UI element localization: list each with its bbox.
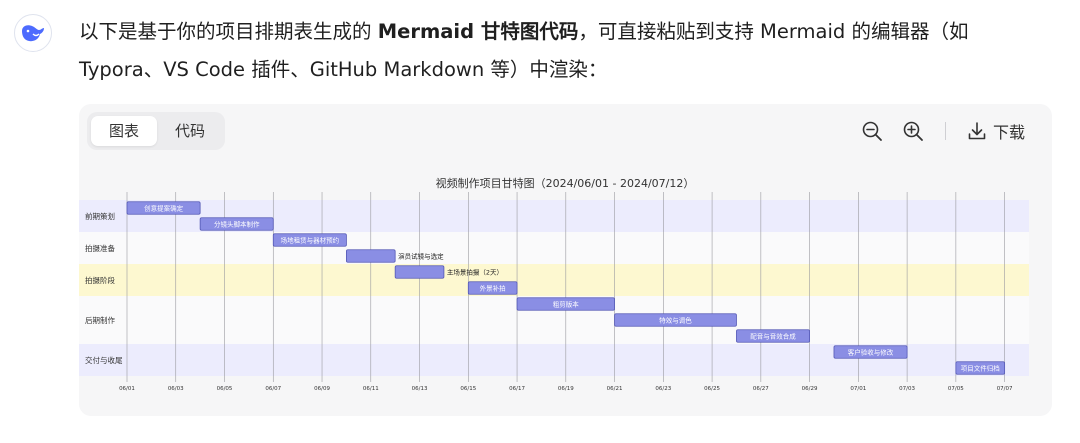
task-bar [199, 217, 274, 231]
task-label: 项目文件归档 [961, 363, 1000, 372]
x-tick-label: 06/27 [753, 386, 769, 392]
x-tick-label: 07/03 [899, 386, 915, 392]
assistant-avatar [14, 14, 52, 52]
task-bar [833, 345, 908, 359]
download-button[interactable]: 下载 [967, 118, 1025, 144]
x-tick-label: 07/07 [997, 386, 1013, 392]
x-tick-label: 06/17 [509, 386, 525, 392]
gantt-chart: 视频制作项目甘特图（2024/06/01 - 2024/07/12） 前期策划拍摄… [79, 176, 1029, 392]
x-tick-label: 06/11 [363, 386, 379, 392]
section-label: 交付与收尾 [85, 355, 123, 365]
mermaid-chart-card: 图表 代码 下载 视频制作项目甘特图（2024/06/01 - 2024/07/… [79, 104, 1052, 416]
section-band [79, 264, 1029, 296]
zoom-out-button[interactable] [861, 118, 883, 144]
task-bar [516, 297, 615, 311]
tab-chart[interactable]: 图表 [91, 116, 157, 146]
section-label: 拍摄准备 [85, 243, 115, 253]
task-label: 分镜头脚本制作 [214, 219, 260, 228]
task-bar [955, 361, 1006, 375]
section-label: 后期制作 [85, 315, 115, 325]
message-text-intro: 以下是基于你的项目排期表生成的 [79, 20, 378, 43]
task-label: 外景补拍 [480, 283, 506, 292]
task-label: 主场景拍摄（2天） [447, 267, 503, 276]
task-label: 创意提案确定 [144, 203, 184, 212]
download-icon [968, 122, 986, 140]
task-bar [126, 201, 201, 215]
zoom-in-button[interactable] [902, 118, 924, 144]
tab-code[interactable]: 代码 [174, 122, 205, 140]
assistant-message: 以下是基于你的项目排期表生成的 Mermaid 甘特图代码，可直接粘贴到支持 M… [79, 13, 1039, 89]
x-tick-label: 06/07 [265, 386, 281, 392]
x-tick-label: 06/03 [168, 386, 184, 392]
task-label: 演员试镜与选定 [398, 251, 444, 260]
section-label: 前期策划 [85, 211, 115, 221]
x-tick-label: 07/01 [850, 386, 866, 392]
x-tick-label: 06/25 [704, 386, 720, 392]
task-label: 场地租赁与器材预约 [281, 235, 340, 244]
task-label: 配音与音效合成 [750, 331, 796, 340]
section-band [79, 232, 1029, 264]
task-bar [467, 281, 518, 295]
task-label: 特效与调色 [659, 315, 692, 324]
x-tick-label: 07/05 [948, 386, 964, 392]
task-bar [394, 265, 445, 279]
x-tick-label: 06/21 [607, 386, 623, 392]
message-text-rest: ，可直接粘贴到支持 Mermaid 的编辑器（如 Typora、VS Code … [79, 20, 969, 81]
x-tick-label: 06/19 [558, 386, 574, 392]
x-tick-label: 06/29 [802, 386, 818, 392]
message-text-bold: Mermaid 甘特图代码 [377, 20, 579, 43]
x-tick-label: 06/05 [217, 386, 233, 392]
zoom-in-icon [903, 121, 923, 141]
section-label: 拍摄阶段 [85, 275, 115, 285]
x-tick-label: 06/15 [460, 386, 476, 392]
x-tick-label: 06/23 [655, 386, 671, 392]
task-bar [346, 249, 396, 263]
task-bar [614, 313, 737, 327]
view-toggle: 图表 代码 [87, 112, 225, 150]
download-label: 下载 [993, 123, 1026, 142]
task-bar [736, 329, 810, 343]
x-tick-label: 06/09 [314, 386, 330, 392]
toolbar-divider [945, 122, 946, 140]
task-bar [272, 233, 347, 247]
deepseek-whale-icon [22, 25, 44, 42]
x-tick-label: 06/13 [412, 386, 428, 392]
task-label: 粗剪版本 [553, 299, 580, 308]
zoom-out-icon [862, 121, 882, 141]
task-label: 客户验收与修改 [848, 347, 894, 356]
x-tick-label: 06/01 [119, 386, 135, 392]
chart-title: 视频制作项目甘特图（2024/06/01 - 2024/07/12） [436, 176, 695, 190]
